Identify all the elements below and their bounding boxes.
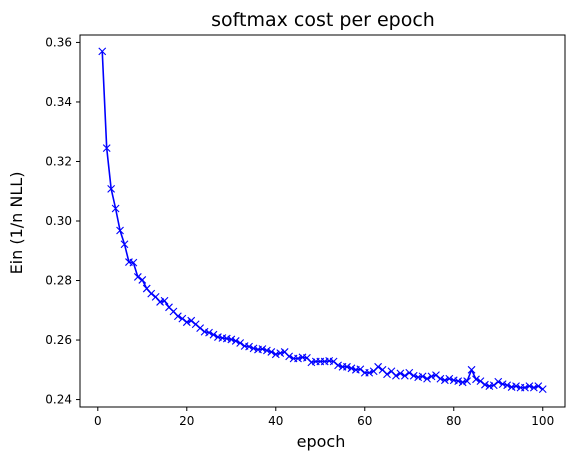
data-point-marker [343, 362, 351, 371]
data-point-marker [436, 374, 445, 383]
x-tick-label: 40 [268, 414, 283, 428]
data-point-marker [245, 342, 253, 351]
data-point-marker [107, 184, 116, 193]
y-tick-label: 0.30 [45, 214, 72, 228]
data-point-marker [521, 383, 529, 392]
plot-frame [79, 34, 566, 408]
y-tick-label: 0.36 [45, 35, 72, 49]
data-point-marker [396, 369, 405, 378]
data-point-marker [227, 335, 236, 344]
x-tick-label: 60 [357, 414, 372, 428]
data-point-marker [494, 377, 503, 386]
data-point-marker [525, 382, 534, 391]
data-point-marker [231, 337, 240, 345]
data-point-marker [178, 314, 187, 323]
data-point-marker [440, 376, 449, 385]
y-axis-label: Ein (1/n NLL) [7, 172, 26, 275]
data-point-marker [267, 348, 276, 356]
y-tick-label: 0.34 [45, 95, 72, 109]
series-layer [98, 47, 547, 394]
data-point-marker [249, 344, 258, 353]
data-point-marker [489, 381, 498, 390]
data-point-marker [400, 371, 409, 380]
data-point-marker [116, 226, 124, 235]
data-point-marker [538, 385, 547, 394]
x-tick-label: 100 [531, 414, 554, 428]
data-point-marker [174, 312, 182, 321]
y-tick-label: 0.32 [45, 154, 72, 168]
data-point-marker [463, 377, 471, 385]
data-point-marker [423, 374, 431, 383]
data-point-marker [409, 371, 418, 380]
y-tick-label: 0.24 [45, 393, 72, 407]
data-point-marker [129, 258, 138, 267]
data-point-marker [205, 328, 213, 337]
data-point-marker [356, 365, 365, 374]
data-point-marker [209, 330, 218, 339]
data-point-marker [454, 377, 463, 385]
data-point-marker [138, 276, 147, 284]
data-point-marker [392, 371, 400, 380]
data-point-marker [476, 377, 485, 385]
data-point-marker [365, 368, 374, 377]
data-point-marker [156, 298, 164, 306]
data-point-marker [498, 380, 507, 388]
x-axis: 0 20 40 60 80 100 [94, 407, 554, 428]
x-tick-label: 80 [446, 414, 461, 428]
data-point-marker [418, 372, 427, 381]
data-point-marker [481, 380, 489, 389]
data-point-marker [187, 316, 196, 325]
data-point-marker [160, 296, 169, 305]
data-point-marker [258, 345, 267, 353]
x-tick-label: 20 [179, 414, 194, 428]
data-point-marker [276, 349, 285, 358]
data-point-marker [427, 372, 436, 381]
y-tick-label: 0.26 [45, 333, 72, 347]
data-point-marker [374, 362, 383, 371]
data-point-marker [405, 368, 414, 377]
x-axis-label: epoch [297, 432, 346, 451]
data-point-marker [262, 346, 271, 355]
data-point-marker [472, 375, 480, 384]
data-point-marker [236, 339, 245, 347]
data-point-marker [534, 382, 543, 391]
data-point-marker [432, 371, 440, 380]
data-point-marker [111, 204, 120, 213]
data-point-marker [196, 324, 205, 333]
x-tick-label: 0 [94, 414, 102, 428]
data-point-marker [529, 383, 538, 392]
chart-title: softmax cost per epoch [211, 9, 435, 31]
y-tick-label: 0.28 [45, 274, 72, 288]
data-point-marker [147, 289, 156, 298]
data-point-marker [102, 144, 111, 152]
data-point-marker [334, 361, 342, 370]
data-point-marker [467, 365, 476, 374]
data-point-marker [347, 364, 356, 373]
data-point-marker [133, 273, 142, 281]
data-point-marker [512, 382, 520, 391]
y-axis: 0.24 0.26 0.28 0.30 0.32 0.34 0.36 [45, 35, 80, 407]
data-point-marker [271, 350, 280, 359]
data-point-marker [120, 240, 129, 249]
data-point-marker [445, 374, 454, 383]
data-point-marker [182, 318, 191, 327]
data-point-marker [294, 354, 302, 363]
data-point-marker [503, 381, 512, 390]
data-point-marker [458, 378, 467, 387]
data-point-marker [285, 352, 294, 361]
data-point-marker [383, 370, 391, 379]
data-point-marker [98, 47, 107, 56]
